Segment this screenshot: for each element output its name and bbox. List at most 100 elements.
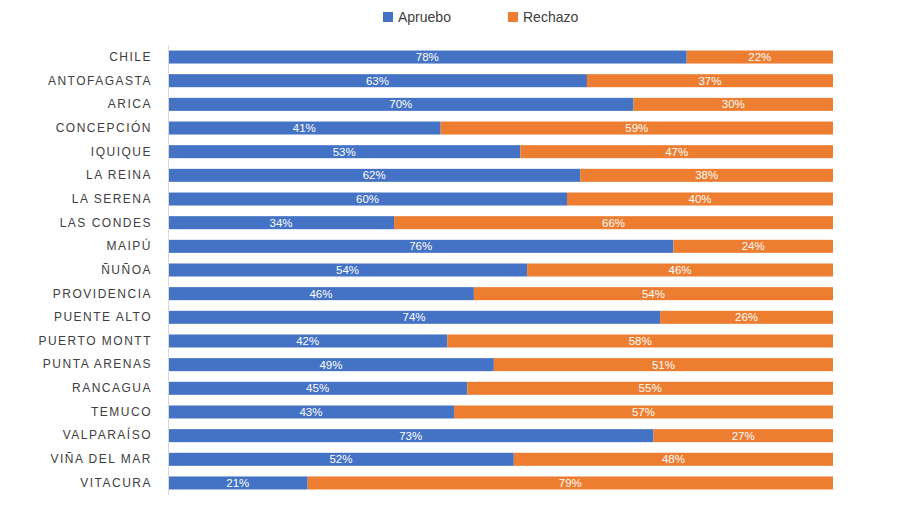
bar-segment bbox=[168, 145, 520, 158]
data-label: 46% bbox=[669, 264, 692, 276]
category-label: LA REINA bbox=[86, 168, 152, 182]
data-label: 58% bbox=[629, 335, 652, 347]
data-label: 46% bbox=[309, 288, 332, 300]
data-labels: 78%63%70%41%53%62%60%34%76%54%46%74%42%4… bbox=[226, 51, 771, 489]
bar-segment bbox=[168, 51, 687, 64]
legend-item: Apruebo bbox=[383, 9, 451, 25]
legend-label: Apruebo bbox=[398, 9, 451, 25]
category-label: TEMUCO bbox=[91, 405, 152, 419]
data-label: 43% bbox=[299, 406, 322, 418]
tick: PUENTE ALTO bbox=[54, 310, 168, 324]
tick: PUERTO MONTT bbox=[38, 334, 168, 348]
tick: VIÑA DEL MAR bbox=[50, 452, 168, 466]
data-label: 41% bbox=[293, 122, 316, 134]
data-label: 57% bbox=[632, 406, 655, 418]
bar-segment bbox=[394, 216, 833, 229]
data-label: 73% bbox=[399, 430, 422, 442]
data-label: 53% bbox=[333, 146, 356, 158]
category-label: VITACURA bbox=[80, 476, 152, 490]
category-label: VIÑA DEL MAR bbox=[50, 452, 152, 466]
data-label: 66% bbox=[602, 217, 625, 229]
tick: ANTOFAGASTA bbox=[48, 74, 168, 88]
bar-segment bbox=[168, 193, 567, 206]
data-label: 21% bbox=[226, 477, 249, 489]
data-label: 74% bbox=[403, 311, 426, 323]
chart: 78%63%70%41%53%62%60%34%76%54%46%74%42%4… bbox=[0, 0, 900, 510]
data-label: 70% bbox=[389, 98, 412, 110]
data-label: 63% bbox=[366, 75, 389, 87]
bar-segment bbox=[454, 405, 833, 418]
bar-segment bbox=[168, 240, 673, 253]
bar-segment bbox=[514, 453, 833, 466]
data-label: 60% bbox=[356, 193, 379, 205]
category-label: RANCAGUA bbox=[72, 381, 152, 395]
legend: Apruebo Rechazo bbox=[383, 9, 578, 25]
bar-segment bbox=[494, 358, 833, 371]
bar-segment bbox=[567, 193, 833, 206]
legend-label: Rechazo bbox=[523, 9, 578, 25]
tick: VITACURA bbox=[80, 476, 168, 490]
bar-segment bbox=[673, 240, 833, 253]
bar-segment bbox=[520, 145, 833, 158]
bar-segment bbox=[168, 287, 474, 300]
bar-segment bbox=[168, 382, 467, 395]
tick: IQUIQUE bbox=[91, 145, 168, 159]
bar-segment bbox=[467, 382, 833, 395]
bar-segment bbox=[474, 287, 833, 300]
data-label: 47% bbox=[665, 146, 688, 158]
category-label: ÑUÑOA bbox=[101, 263, 152, 277]
legend-swatch bbox=[508, 12, 518, 22]
category-label: CHILE bbox=[109, 50, 152, 64]
category-label: PROVIDENCIA bbox=[53, 287, 152, 301]
data-label: 51% bbox=[652, 359, 675, 371]
tick: LA SERENA bbox=[72, 192, 168, 206]
data-label: 37% bbox=[698, 75, 721, 87]
category-label: LA SERENA bbox=[72, 192, 152, 206]
data-label: 30% bbox=[722, 98, 745, 110]
bar-segment bbox=[168, 453, 514, 466]
data-label: 54% bbox=[336, 264, 359, 276]
data-label: 62% bbox=[363, 169, 386, 181]
bar-segment bbox=[168, 334, 447, 347]
bar-segment bbox=[308, 476, 833, 489]
bar-segment bbox=[168, 74, 587, 87]
axis-line bbox=[168, 46, 169, 496]
category-label: PUNTA ARENAS bbox=[43, 357, 152, 371]
bars bbox=[168, 51, 833, 490]
data-label: 79% bbox=[559, 477, 582, 489]
tick: RANCAGUA bbox=[72, 381, 168, 395]
bar-segment bbox=[168, 429, 653, 442]
tick: LA REINA bbox=[86, 168, 168, 182]
data-label: 22% bbox=[748, 51, 771, 63]
data-label: 38% bbox=[695, 169, 718, 181]
data-label: 26% bbox=[735, 311, 758, 323]
bar-segment bbox=[587, 74, 833, 87]
category-label: IQUIQUE bbox=[91, 145, 152, 159]
bar-segment bbox=[168, 476, 308, 489]
tick: PROVIDENCIA bbox=[53, 287, 168, 301]
category-label: PUERTO MONTT bbox=[38, 334, 152, 348]
bar-segment bbox=[168, 405, 454, 418]
tick: CHILE bbox=[109, 50, 168, 64]
category-label: CONCEPCIÓN bbox=[56, 120, 152, 135]
bar-segment bbox=[168, 311, 660, 324]
data-label: 45% bbox=[306, 382, 329, 394]
bar-segment bbox=[660, 311, 833, 324]
tick: MAIPÚ bbox=[106, 238, 168, 253]
data-label: 52% bbox=[329, 453, 352, 465]
data-label: 48% bbox=[662, 453, 685, 465]
data-label: 40% bbox=[688, 193, 711, 205]
tick: PUNTA ARENAS bbox=[43, 357, 168, 371]
bar-segment bbox=[441, 122, 833, 135]
data-label: 24% bbox=[742, 240, 765, 252]
tick: VALPARAÍSO bbox=[63, 427, 168, 442]
data-label: 34% bbox=[270, 217, 293, 229]
data-label: 42% bbox=[296, 335, 319, 347]
bar-segment bbox=[168, 98, 634, 111]
legend-swatch bbox=[383, 12, 393, 22]
bar-segment bbox=[168, 263, 527, 276]
bar-segment bbox=[168, 169, 580, 182]
data-label: 27% bbox=[732, 430, 755, 442]
category-label: ARICA bbox=[108, 97, 152, 111]
tick: LAS CONDES bbox=[60, 216, 168, 230]
